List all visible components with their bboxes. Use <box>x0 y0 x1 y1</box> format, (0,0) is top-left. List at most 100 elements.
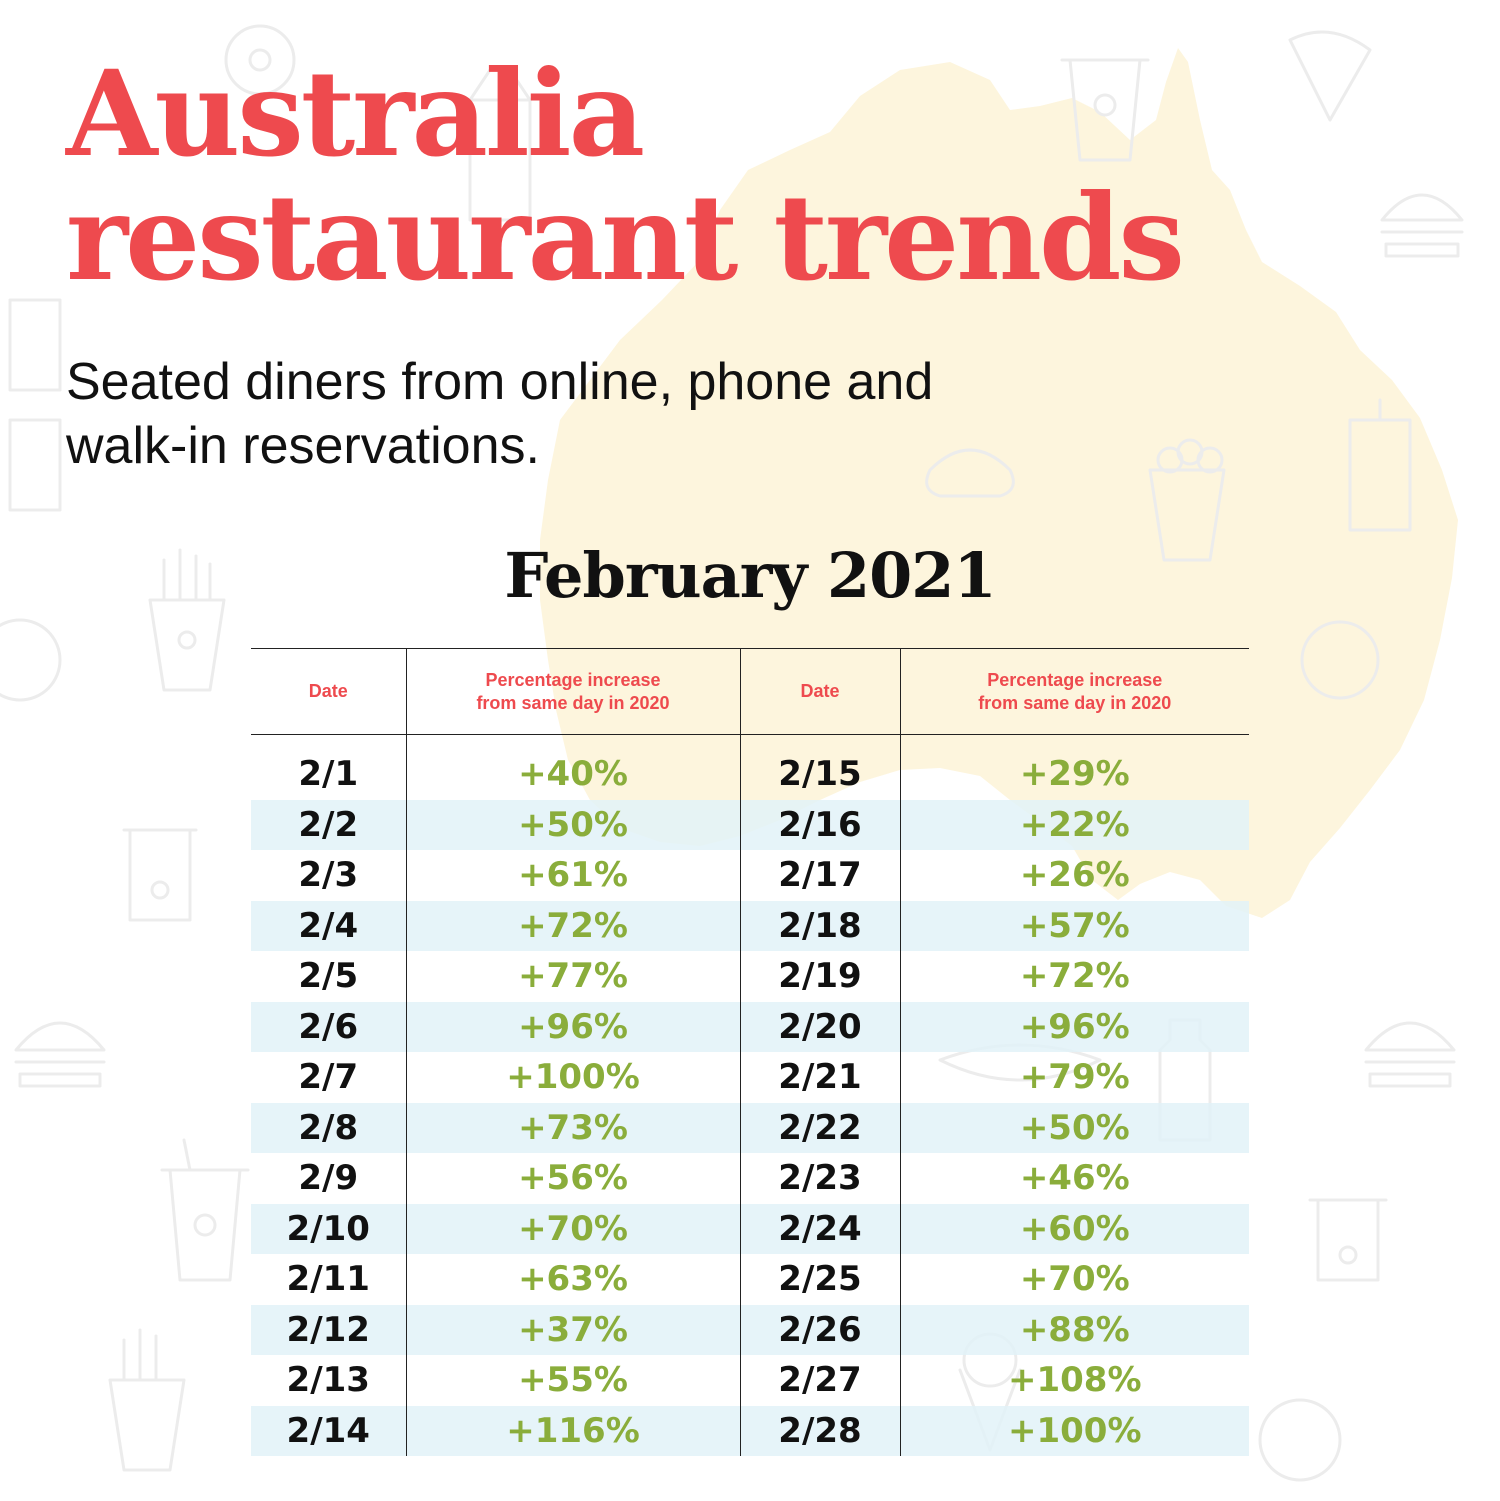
date-left-cell: 2/11 <box>251 1254 407 1305</box>
date-right-cell: 2/19 <box>740 951 901 1002</box>
percent-right-cell: +22% <box>900 799 1249 850</box>
date-right-cell: 2/17 <box>740 850 901 901</box>
burger-icon <box>1380 193 1464 258</box>
popcorn-icon <box>1148 438 1226 562</box>
table-row: 2/11 +63% 2/25 +70% <box>251 1254 1249 1305</box>
percent-right-cell: +88% <box>900 1304 1249 1355</box>
percent-right-cell: +108% <box>1007 1360 1142 1401</box>
spacer-cell <box>740 734 901 749</box>
percent-left-cell: +77% <box>406 951 741 1002</box>
table-spacer-row <box>251 734 1249 749</box>
percent-right-cell: +57% <box>900 900 1249 951</box>
table-row: 2/12 +37% 2/26 +88% <box>251 1304 1249 1355</box>
table-row: 2/8 +73% 2/22 +50% <box>251 1102 1249 1153</box>
header-percent-line-1: Percentage increase <box>485 669 661 690</box>
table-row: 2/7 +100% 2/21 +79% <box>251 1052 1249 1103</box>
date-left-cell: 2/1 <box>251 749 407 800</box>
percent-left-cell: +116% <box>406 1405 741 1456</box>
date-right-cell: 2/15 <box>740 749 901 800</box>
table-row: 2/10 +70% 2/24 +60% <box>251 1203 1249 1254</box>
date-left-cell: 2/10 <box>251 1203 407 1254</box>
date-right-cell: 2/25 <box>740 1254 901 1305</box>
table-row: 2/1 +40% 2/15 +29% <box>251 749 1249 800</box>
table-row: 2/14 +116% 2/28 +100% <box>251 1405 1249 1456</box>
date-right-cell: 2/18 <box>740 900 901 951</box>
percent-left-cell: +40% <box>406 749 741 800</box>
date-right-cell: 2/16 <box>740 799 901 850</box>
cup-icon <box>160 1138 250 1282</box>
header-row: Date Percentage increase from same day i… <box>251 648 1249 735</box>
percent-left-cell: +96% <box>406 1001 741 1052</box>
percent-right-cell: +70% <box>1019 1259 1130 1300</box>
date-right-cell: 2/27 <box>740 1355 901 1406</box>
percent-left-cell: +37% <box>406 1304 741 1355</box>
date-right-cell: 2/28 <box>740 1405 901 1456</box>
percent-left-cell: +56% <box>406 1153 741 1204</box>
date-left-cell: 2/4 <box>251 900 407 951</box>
date-left-cell: 2/12 <box>251 1304 407 1355</box>
drink-icon <box>1348 398 1412 532</box>
percent-right-cell: +29% <box>1019 754 1130 795</box>
title-line-1: Australia <box>66 44 645 183</box>
percent-left-cell: +50% <box>406 799 741 850</box>
title-line-2: restaurant trends <box>66 168 1185 307</box>
date-left-cell: 2/2 <box>251 799 407 850</box>
table-row: 2/9 +56% 2/23 +46% <box>251 1153 1249 1204</box>
percent-left-cell: +55% <box>406 1355 741 1406</box>
date-left-cell: 2/13 <box>251 1355 407 1406</box>
pretzel-icon <box>0 618 1380 1482</box>
box-icon <box>1308 1198 1388 1282</box>
table-body: 2/1 +40% 2/15 +29% 2/2 +50% 2/16 +22% 2/3 +61% 2/1… <box>251 734 1249 1456</box>
table-header: Date Percentage increase from same day i… <box>251 648 1249 735</box>
percent-right-cell: +46% <box>1019 1158 1130 1199</box>
date-left-cell: 2/7 <box>251 1052 407 1103</box>
trends-table: Date Percentage increase from same day i… <box>251 648 1249 1456</box>
cup-icon <box>1060 58 1150 162</box>
date-right-cell: 2/22 <box>740 1102 901 1153</box>
header-percent-left: Percentage increase from same day in 202… <box>406 648 741 735</box>
percent-left-cell: +61% <box>406 850 741 901</box>
date-right-cell: 2/20 <box>740 1001 901 1052</box>
percent-right-cell: +96% <box>900 1001 1249 1052</box>
burger-icon <box>1364 1021 1456 1088</box>
table-row: 2/13 +55% 2/27 +108% <box>251 1355 1249 1406</box>
milk-carton-icon <box>468 68 532 222</box>
percent-right-cell: +79% <box>1019 1057 1130 1098</box>
header-date-right: Date <box>740 648 901 735</box>
percent-right-cell: +100% <box>900 1405 1249 1456</box>
percent-left-cell: +63% <box>406 1254 741 1305</box>
date-left-cell: 2/9 <box>251 1153 407 1204</box>
date-right-cell: 2/21 <box>740 1052 901 1103</box>
table-row: 2/2 +50% 2/16 +22% <box>251 799 1249 850</box>
header-percent-right: Percentage increase from same day in 202… <box>900 648 1249 735</box>
chicken-icon <box>925 448 1015 498</box>
percent-right-cell: +60% <box>900 1203 1249 1254</box>
date-left-cell: 2/6 <box>251 1001 407 1052</box>
date-left-cell: 2/14 <box>251 1405 407 1456</box>
subtitle: Seated diners from online, phone and wal… <box>66 350 933 478</box>
table-row: 2/5 +77% 2/19 +72% <box>251 951 1249 1002</box>
date-left-cell: 2/3 <box>251 850 407 901</box>
taco-icon <box>1288 30 1372 122</box>
fries-icon <box>108 1328 186 1472</box>
percent-left-cell: +100% <box>406 1052 741 1103</box>
header-percent-line-1: Percentage increase <box>987 669 1163 690</box>
table-row: 2/4 +72% 2/18 +57% <box>251 900 1249 951</box>
fries-icon <box>148 548 226 692</box>
percent-right-cell: +50% <box>900 1102 1249 1153</box>
spacer-cell <box>406 734 741 749</box>
page-title: Australia restaurant trends <box>66 44 1185 307</box>
date-left-cell: 2/8 <box>251 1102 407 1153</box>
percent-right-cell: +72% <box>1019 956 1130 997</box>
date-left-cell: 2/5 <box>251 951 407 1002</box>
subtitle-line-2: walk-in reservations. <box>66 417 540 475</box>
table-heading: February 2021 <box>504 539 996 612</box>
table-row: 2/6 +96% 2/20 +96% <box>251 1001 1249 1052</box>
date-right-cell: 2/23 <box>740 1153 901 1204</box>
spacer-cell <box>251 734 407 749</box>
percent-left-cell: +73% <box>406 1102 741 1153</box>
box-icon <box>122 828 198 922</box>
header-percent-line-2: from same day in 2020 <box>978 692 1172 713</box>
burger-icon <box>14 1021 106 1088</box>
date-right-cell: 2/26 <box>740 1304 901 1355</box>
